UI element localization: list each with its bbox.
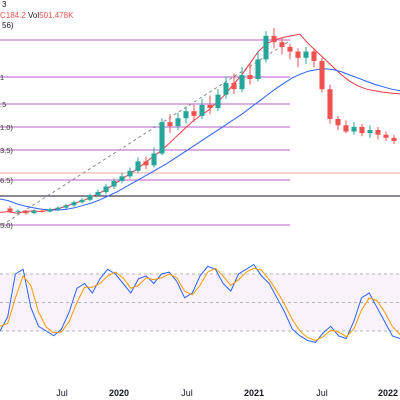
candle-body xyxy=(111,181,117,187)
candle-body xyxy=(63,205,69,208)
candle-body xyxy=(87,195,93,200)
x-axis: Jul 2020 Jul 2021 Jul 2022 xyxy=(56,388,398,398)
candlesticks xyxy=(7,28,397,215)
stochastic-panel-background xyxy=(0,273,400,332)
moving-average-slow xyxy=(0,68,400,211)
x-tick-label: 2020 xyxy=(109,388,129,398)
candle-body xyxy=(175,118,181,127)
candle-body xyxy=(263,35,269,60)
candle-body xyxy=(327,89,333,120)
fibonacci-levels: 1 .5 1.0) 3.5) 6.5) 5.0) xyxy=(0,39,290,230)
candle-body xyxy=(367,130,373,134)
x-tick-label: Jul xyxy=(181,388,193,398)
candle-body xyxy=(271,35,277,43)
fib-level-label: .5 xyxy=(0,100,6,109)
candle-body xyxy=(143,161,149,166)
candle-body xyxy=(135,161,141,171)
candle-body xyxy=(7,208,13,212)
header-ma-line: 56) xyxy=(2,21,14,30)
candle-body xyxy=(159,122,165,154)
candle-body xyxy=(39,210,45,212)
candle-body xyxy=(239,75,245,90)
header-row1: 3 xyxy=(2,0,6,9)
x-tick-label: Jul xyxy=(316,388,328,398)
candle-body xyxy=(191,111,197,116)
candle-body xyxy=(47,209,53,212)
candle-body xyxy=(311,51,317,61)
candle-body xyxy=(95,191,101,196)
candle-body xyxy=(335,119,341,126)
candle-body xyxy=(319,60,325,90)
candle-body xyxy=(287,46,293,52)
candle-body xyxy=(359,126,365,134)
header-price: C184.2 xyxy=(0,11,26,20)
candle-body xyxy=(383,134,389,138)
candle-body xyxy=(255,59,261,79)
fib-level-label: 6.5) xyxy=(0,176,13,185)
fib-level-label: 1 xyxy=(0,73,4,82)
candle-body xyxy=(391,137,397,141)
candle-body xyxy=(343,125,349,132)
candle-body xyxy=(199,104,205,116)
x-tick-label: 2021 xyxy=(244,388,264,398)
candle-body xyxy=(303,51,309,58)
header-row1-partial: 3 xyxy=(2,0,7,9)
candle-body xyxy=(71,202,77,206)
fib-level-label: 3.5) xyxy=(0,146,13,155)
candle-body xyxy=(167,122,173,127)
candle-body xyxy=(55,207,61,210)
candle-body xyxy=(215,94,221,109)
fib-level-label: 1.0) xyxy=(0,123,13,132)
candle-body xyxy=(223,82,229,95)
x-tick-label: Jul xyxy=(56,388,68,398)
trend-line xyxy=(1,41,289,226)
candle-body xyxy=(15,210,21,212)
candle-body xyxy=(295,51,301,58)
candle-body xyxy=(31,210,37,214)
header-volume-line: C184.2 Vol501.478K xyxy=(0,11,73,20)
header-vol-label: Vol xyxy=(28,11,40,20)
header-vol-value: 501.478K xyxy=(39,11,74,20)
candle-body xyxy=(247,75,253,79)
candle-body xyxy=(183,111,189,119)
header-ma-partial: 56) xyxy=(2,21,14,30)
x-tick-label: 2022 xyxy=(378,388,398,398)
candle-body xyxy=(127,170,133,177)
candle-body xyxy=(23,210,29,214)
candle-body xyxy=(151,153,157,166)
candle-body xyxy=(207,104,213,109)
candle-body xyxy=(351,126,357,132)
candle-body xyxy=(279,42,285,47)
candle-body xyxy=(119,176,125,181)
stochastic-d-line xyxy=(0,267,400,342)
fib-level-label: 5.0) xyxy=(0,221,13,230)
candle-body xyxy=(375,130,381,135)
candle-body xyxy=(231,82,237,90)
candle-body xyxy=(103,186,109,192)
candle-body xyxy=(79,199,85,203)
stochastic-k-line xyxy=(0,263,400,343)
stochastic-lines xyxy=(0,263,400,343)
